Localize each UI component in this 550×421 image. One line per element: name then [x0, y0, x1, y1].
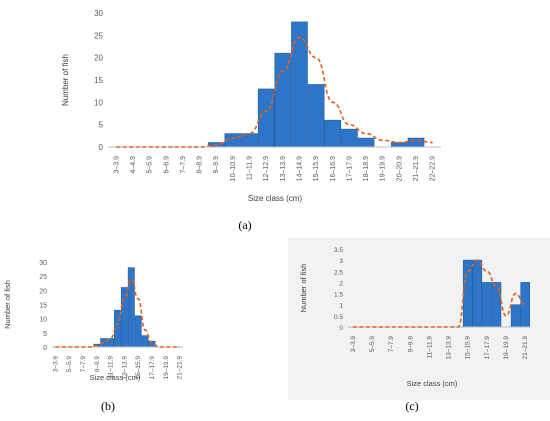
y-tick-label: 2 — [339, 280, 343, 287]
y-tick-label: 3 — [339, 258, 343, 265]
x-tick-label: 6–6.9 — [163, 156, 170, 174]
x-tick-label: 7–7.9 — [80, 356, 87, 373]
y-tick-label: 0 — [99, 143, 104, 152]
x-tick-label: 19–19.9 — [380, 156, 387, 181]
x-tick-label: 9–9.9 — [94, 356, 101, 373]
bar-19 — [520, 282, 531, 328]
bar-9 — [241, 133, 258, 148]
y-tick-label: 0 — [43, 345, 47, 352]
panel-label: (b) — [101, 399, 115, 413]
y-tick-label: 1 — [339, 303, 343, 310]
bar-13 — [134, 315, 142, 348]
x-tick-label: 21–21.9 — [177, 356, 184, 380]
panel-label: (a) — [238, 218, 251, 232]
x-tick-label: 14–14.9 — [296, 156, 303, 181]
chart-background — [288, 238, 550, 400]
x-tick-label: 4–4.9 — [130, 156, 137, 174]
x-tick-label: 13–13.9 — [446, 336, 453, 360]
x-tick-label: 3–3.9 — [52, 356, 59, 373]
x-tick-label: 9–9.9 — [407, 336, 414, 353]
x-tick-label: 3–3.9 — [350, 336, 357, 353]
x-axis-title: Size class (cm) — [248, 194, 303, 203]
x-tick-label: 16–16.9 — [330, 156, 337, 181]
x-tick-label: 15–15.9 — [313, 156, 320, 181]
y-axis-title: Number of fish — [299, 264, 308, 313]
bar-18 — [510, 304, 521, 328]
x-tick-label: 19–19.9 — [163, 356, 170, 380]
bar-11 — [274, 52, 292, 148]
chart-panel-1: 0 5 10 15 20 25 30 3–3.9 4–4.9 5–5.9 6–6.9 7–7.9 8–8… — [61, 0, 550, 232]
y-tick-label: 0 — [339, 325, 343, 332]
y-tick-label: 2.5 — [334, 269, 343, 276]
x-tick-label: 17–17.9 — [149, 356, 156, 380]
y-tick-label: 20 — [39, 288, 47, 295]
y-tick-label: 20 — [94, 54, 103, 63]
y-tick-label: 15 — [94, 76, 103, 85]
x-tick-label: 17–17.9 — [484, 336, 491, 360]
bar-10 — [257, 88, 275, 148]
bar-13 — [307, 84, 325, 148]
x-tick-label: 8–8.9 — [197, 156, 204, 174]
x-tick-label: 10–10.9 — [230, 156, 237, 181]
y-tick-label: 25 — [94, 31, 103, 40]
chart-panel-2: 0 5 10 15 20 25 30 3–3.9 5–5.9 7–7.9 9–9.9 11–11.9 1… — [0, 250, 270, 421]
x-tick-label: 20–20.9 — [396, 156, 403, 181]
x-tick-label: 5–5.9 — [147, 156, 154, 174]
trendline — [352, 259, 526, 328]
bar-16 — [491, 282, 502, 328]
y-tick-label: 25 — [39, 274, 47, 281]
x-axis-title: Size class (cm) — [90, 373, 141, 382]
y-tick-label: 5 — [99, 121, 104, 130]
x-tick-label: 22–22.9 — [430, 156, 437, 181]
y-tick-label: 30 — [94, 9, 103, 18]
x-tick-label: 5–5.9 — [66, 356, 73, 373]
y-tick-label: 1.5 — [334, 292, 343, 299]
x-tick-label: 13–13.9 — [280, 156, 287, 181]
x-tick-label: 9–9.9 — [213, 156, 220, 174]
y-tick-label: 10 — [39, 317, 47, 324]
bar-15 — [482, 282, 492, 328]
y-tick-label: 15 — [39, 303, 47, 310]
bar-14 — [472, 259, 483, 328]
x-tick-label: 7–7.9 — [388, 336, 395, 353]
bar-12 — [127, 267, 135, 348]
x-tick-label: 11–11.9 — [108, 356, 115, 379]
x-tick-label: 11–11.9 — [247, 156, 254, 180]
x-tick-label: 18–18.9 — [363, 156, 370, 181]
x-tick-label: 19–19.9 — [503, 336, 510, 360]
bar-15 — [341, 128, 358, 148]
x-tick-label: 21–21.9 — [413, 156, 420, 181]
x-tick-label: 5–5.9 — [369, 336, 376, 353]
y-axis-title: Number of fish — [61, 54, 70, 106]
y-tick-label: 3.5 — [334, 247, 343, 254]
bar-14 — [141, 335, 149, 348]
bar-16 — [357, 137, 375, 148]
trendline — [55, 278, 180, 348]
x-tick-label: 12–12.9 — [263, 156, 270, 181]
x-tick-label: 3–3.9 — [113, 156, 120, 174]
y-tick-label: 30 — [39, 260, 47, 267]
bar-14 — [324, 119, 342, 148]
x-tick-label: 7–7.9 — [180, 156, 187, 174]
chart-panel-3: 0 0.5 1 1.5 2 2.5 3 3.5 3–3.9 5–5.9 7–7.9 9–9.9 11–1… — [288, 238, 550, 413]
x-tick-label: 21–21.9 — [522, 336, 529, 360]
panel-label: (c) — [405, 399, 418, 413]
x-tick-label: 15–15.9 — [465, 336, 472, 360]
bar-19 — [407, 137, 425, 148]
x-axis-title: Size class (cm) — [407, 379, 458, 388]
y-tick-label: 10 — [94, 98, 103, 107]
x-tick-label: 11–11.9 — [426, 336, 433, 359]
y-tick-label: 0.5 — [334, 314, 343, 321]
x-tick-label: 17–17.9 — [346, 156, 353, 181]
y-tick-label: 5 — [43, 331, 47, 338]
y-axis-title: Number of fish — [3, 280, 12, 329]
x-tick-label: 15–15.9 — [135, 356, 142, 380]
trendline — [116, 36, 433, 148]
x-tick-label: 13–13.9 — [121, 356, 128, 380]
